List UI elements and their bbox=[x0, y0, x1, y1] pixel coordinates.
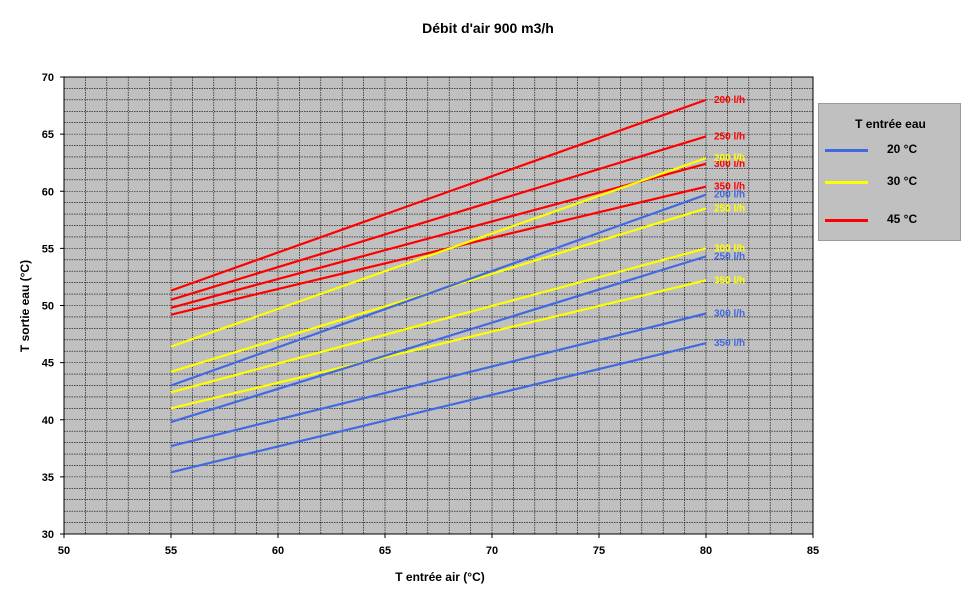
y-tick-label: 45 bbox=[42, 358, 54, 370]
legend-label-45c: 45 °C bbox=[887, 212, 918, 226]
y-tick-label: 50 bbox=[42, 301, 54, 313]
series-line-label: 250 l/h bbox=[714, 131, 745, 142]
legend: T entrée eau 20 °C 30 °C 45 °C bbox=[818, 103, 961, 241]
series-lines bbox=[170, 98, 707, 474]
x-tick-label: 70 bbox=[486, 545, 498, 557]
series-line-label: 200 l/h bbox=[714, 95, 745, 106]
series-line bbox=[170, 193, 707, 387]
series-line-label: 250 l/h bbox=[714, 203, 745, 214]
series-line-label: 300 l/h bbox=[714, 243, 745, 254]
y-tick-label: 35 bbox=[42, 472, 54, 484]
series-line-label: 350 l/h bbox=[714, 338, 745, 349]
series-line bbox=[170, 135, 707, 301]
series-line-label: 350 l/h bbox=[714, 275, 745, 286]
y-tick-label: 55 bbox=[42, 243, 54, 255]
legend-item-0: 20 °C bbox=[825, 142, 955, 158]
legend-swatch-20c bbox=[825, 149, 868, 152]
x-tick-label: 60 bbox=[272, 545, 284, 557]
x-tick-label: 75 bbox=[593, 545, 605, 557]
legend-label-20c: 20 °C bbox=[887, 142, 918, 156]
grid-lines bbox=[64, 77, 813, 534]
legend-label-30c: 30 °C bbox=[887, 174, 918, 188]
y-tick-label: 70 bbox=[42, 72, 54, 84]
series-line bbox=[170, 247, 707, 394]
series-line bbox=[170, 279, 707, 410]
x-tick-label: 55 bbox=[165, 545, 177, 557]
y-tick-label: 65 bbox=[42, 129, 54, 141]
legend-swatch-45c bbox=[825, 219, 868, 222]
series-line-label: 300 l/h bbox=[714, 308, 745, 319]
plot-area bbox=[63, 76, 814, 535]
series-line bbox=[170, 185, 707, 316]
legend-item-1: 30 °C bbox=[825, 174, 955, 190]
y-axis-label: T sortie eau (°C) bbox=[18, 260, 32, 352]
y-axis-ticks: 30 35 40 45 50 55 60 65 70 bbox=[42, 72, 64, 541]
legend-swatch-30c bbox=[825, 181, 868, 184]
series-line-label: 200 l/h bbox=[714, 190, 745, 201]
series-line-label: 250 l/h bbox=[714, 251, 745, 262]
x-axis-ticks: 50 55 60 65 70 75 80 85 bbox=[58, 534, 819, 557]
x-tick-label: 65 bbox=[379, 545, 391, 557]
x-axis-label: T entrée air (°C) bbox=[395, 570, 484, 584]
series-line bbox=[170, 255, 707, 424]
legend-item-2: 45 °C bbox=[825, 212, 955, 228]
series-line-label: 200 l/h bbox=[714, 153, 745, 164]
series-line bbox=[170, 157, 707, 348]
series-line bbox=[170, 342, 707, 474]
series-line bbox=[170, 98, 707, 292]
legend-title: T entrée eau bbox=[855, 117, 926, 131]
x-tick-label: 85 bbox=[807, 545, 819, 557]
series-line-label: 350 l/h bbox=[714, 182, 745, 193]
series-line-label: 300 l/h bbox=[714, 159, 745, 170]
chart-title: Débit d'air 900 m3/h bbox=[422, 20, 554, 36]
y-tick-label: 40 bbox=[42, 415, 54, 427]
series-line bbox=[170, 162, 707, 309]
series-line bbox=[170, 312, 707, 448]
y-tick-label: 30 bbox=[42, 529, 54, 541]
x-tick-label: 80 bbox=[700, 545, 712, 557]
y-tick-label: 60 bbox=[42, 186, 54, 198]
x-tick-label: 50 bbox=[58, 545, 70, 557]
